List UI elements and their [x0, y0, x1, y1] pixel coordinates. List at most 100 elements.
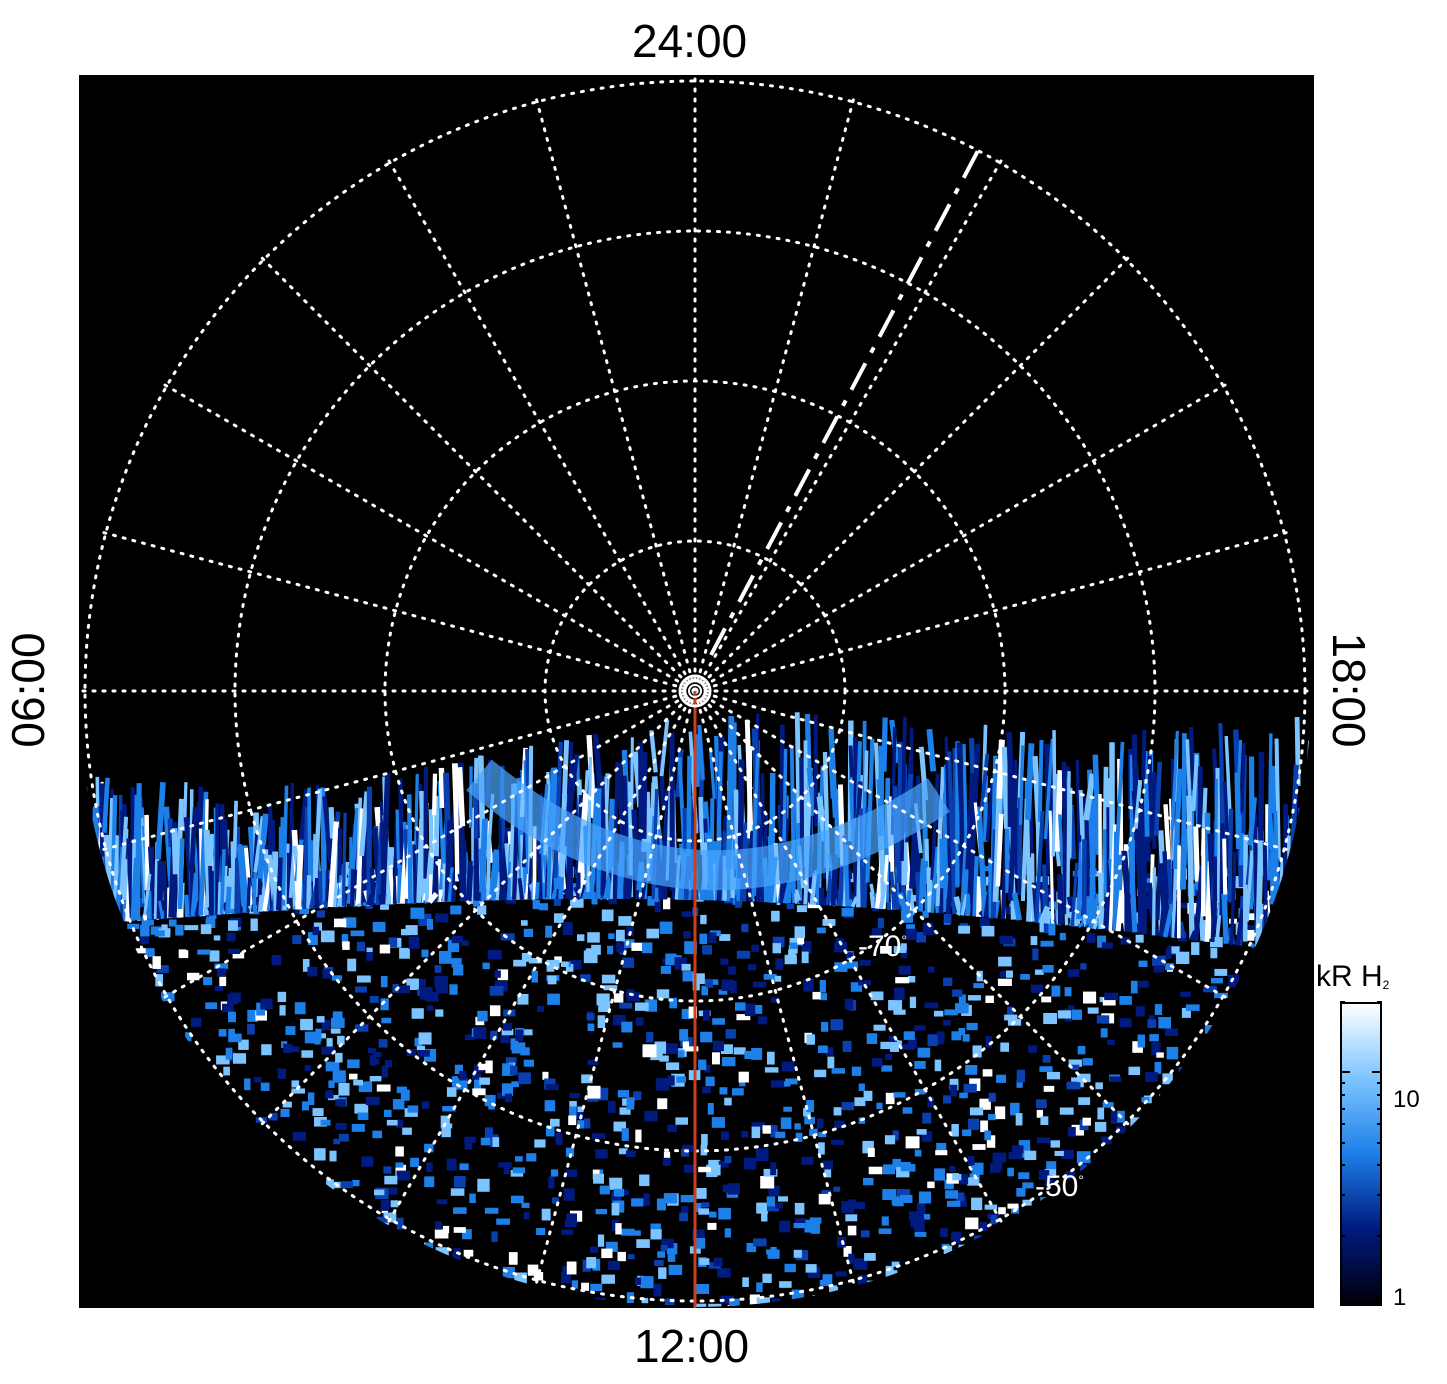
emission-speckle [724, 1097, 732, 1106]
emission-speckle [721, 1131, 729, 1141]
auroral-streak [1307, 947, 1311, 957]
auroral-streak [1235, 909, 1246, 946]
emission-speckle [449, 984, 458, 995]
emission-speckle [332, 1070, 346, 1083]
emission-speckle [821, 1021, 829, 1032]
emission-speckle [395, 1162, 404, 1168]
auroral-streak [479, 818, 487, 893]
emission-speckle [885, 1054, 893, 1061]
emission-speckle [999, 970, 1012, 978]
auroral-streak [1162, 903, 1175, 938]
emission-speckle [384, 1059, 393, 1068]
emission-speckle [973, 983, 984, 989]
auroral-streak [1262, 841, 1269, 949]
auroral-streak [155, 782, 166, 860]
emission-speckle [1044, 1169, 1057, 1179]
emission-speckle [607, 945, 614, 955]
emission-speckle [747, 964, 757, 971]
emission-speckle [833, 1107, 842, 1116]
emission-speckle [1138, 960, 1148, 968]
meridian-line [693, 689, 1005, 1226]
emission-speckle [767, 1249, 780, 1259]
emission-speckle [355, 986, 367, 993]
emission-speckle [1040, 940, 1054, 947]
emission-speckle [962, 1034, 970, 1042]
emission-speckle [857, 1274, 868, 1286]
emission-speckle [1008, 1152, 1023, 1160]
auroral-streak [79, 856, 82, 920]
emission-speckle [553, 897, 561, 906]
emission-speckle [713, 1257, 723, 1267]
auroral-streak [1281, 936, 1292, 953]
emission-speckle [379, 944, 391, 954]
auroral-streak [918, 858, 926, 912]
auroral-streak [1191, 754, 1199, 812]
local-time-label-right: 18:00 [1323, 632, 1375, 748]
emission-speckle [1214, 992, 1228, 999]
emission-speckle [664, 1043, 679, 1055]
emission-speckle [635, 1129, 642, 1143]
emission-speckle [733, 1047, 746, 1055]
emission-speckle [547, 975, 557, 985]
emission-speckle [383, 1166, 392, 1174]
emission-speckle [816, 927, 826, 934]
emission-speckle [680, 1195, 694, 1203]
emission-speckle [611, 1202, 620, 1216]
emission-speckle [608, 1260, 620, 1271]
emission-speckle [283, 1043, 293, 1054]
emission-speckle [770, 1162, 777, 1176]
emission-speckle [562, 1266, 571, 1279]
emission-speckle [388, 937, 398, 948]
emission-speckle [1141, 1097, 1150, 1103]
emission-speckle [688, 1006, 698, 1019]
auroral-streak [225, 886, 232, 914]
emission-speckle [803, 978, 814, 992]
emission-speckle [544, 1100, 556, 1112]
auroral-streak [930, 846, 940, 913]
emission-speckle [1107, 1039, 1115, 1045]
emission-speckle [781, 1061, 795, 1072]
emission-speckle [834, 941, 848, 953]
emission-speckle [338, 1083, 350, 1096]
auroral-streak [865, 738, 875, 883]
emission-speckle [822, 919, 836, 926]
emission-speckle [484, 1094, 496, 1107]
emission-speckle [1066, 1170, 1076, 1180]
emission-speckle [736, 950, 751, 959]
meridian-line [693, 689, 856, 1288]
emission-speckle [374, 1189, 385, 1196]
auroral-streak [1279, 892, 1288, 951]
emission-speckle [253, 1076, 262, 1083]
auroral-streak [1123, 873, 1133, 932]
emission-speckle [692, 973, 705, 984]
emission-speckle [584, 1118, 591, 1129]
auroral-streak [231, 800, 238, 909]
auroral-streak [1267, 733, 1273, 881]
emission-speckle [1077, 1045, 1086, 1055]
emission-speckle [521, 920, 528, 926]
auroral-streak [760, 773, 765, 828]
emission-speckle [1046, 1071, 1061, 1080]
emission-speckle [959, 1092, 968, 1099]
emission-speckle [1038, 1170, 1050, 1180]
emission-speckle [619, 1002, 633, 1009]
emission-speckle [314, 1148, 326, 1161]
emission-speckle [808, 1116, 815, 1125]
emission-speckle [351, 1123, 365, 1132]
emission-speckle [944, 1009, 958, 1016]
emission-speckle [984, 1204, 998, 1210]
auroral-streak [1032, 755, 1042, 840]
emission-speckle [623, 939, 635, 948]
emission-speckle [408, 936, 420, 950]
emission-speckle [459, 1070, 467, 1081]
emission-speckle [921, 1131, 933, 1142]
emission-speckle [1043, 922, 1051, 934]
emission-speckle [1204, 1025, 1215, 1034]
emission-speckle [280, 1108, 290, 1117]
emission-speckle [335, 1052, 343, 1063]
auroral-streak [355, 808, 365, 906]
emission-speckle [732, 1088, 744, 1096]
auroral-streak [1197, 766, 1203, 825]
emission-speckle [684, 1046, 699, 1052]
emission-speckle [1135, 1006, 1145, 1017]
